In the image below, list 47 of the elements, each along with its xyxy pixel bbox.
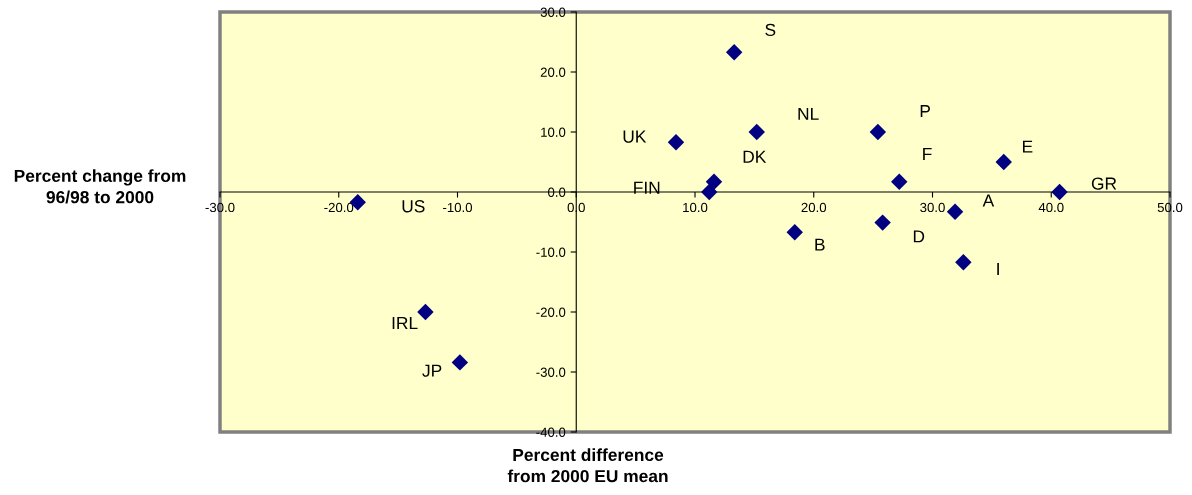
annotation: S — [765, 23, 776, 37]
y-tick-label: -10.0 — [536, 247, 566, 257]
annotation: I — [997, 263, 999, 276]
point — [786, 223, 803, 241]
x-tick-label: 30.0 — [920, 202, 945, 213]
point — [874, 214, 891, 231]
x-tick-label: 10.0 — [683, 202, 708, 213]
x-tick-label: -20.0 — [324, 202, 354, 213]
annotation: UK — [623, 130, 647, 143]
x-tick-label: -30.0 — [205, 202, 235, 213]
annotation: F — [923, 147, 932, 160]
y-tick-label: 20.0 — [540, 67, 566, 77]
x-tick-label: 40.0 — [1038, 202, 1064, 213]
y-tick-label: 10.0 — [541, 127, 566, 137]
y-tick-label: -20.0 — [536, 307, 566, 317]
annotation: NL — [798, 107, 819, 120]
x-axis-title: Percent difference from 2000 EU mean — [507, 448, 668, 483]
x-tick-label: -10.0 — [443, 202, 473, 213]
point — [705, 173, 723, 191]
point — [955, 253, 972, 271]
annotation: E — [1023, 140, 1033, 153]
x-tick-label: 50.0 — [1157, 202, 1183, 213]
point — [701, 183, 718, 201]
annotation: D — [913, 230, 925, 243]
annotation: DK — [743, 150, 767, 163]
point — [891, 173, 908, 191]
annotation: A — [982, 194, 995, 207]
point — [417, 303, 434, 321]
annotation: IRL — [392, 317, 418, 329]
point — [667, 133, 685, 151]
annotation: US — [402, 200, 425, 213]
annotation: B — [815, 238, 825, 251]
y-tick-label: -30.0 — [536, 367, 566, 377]
point — [451, 354, 469, 371]
annotation: FIN — [634, 181, 660, 194]
point — [1051, 183, 1068, 201]
point — [946, 203, 964, 221]
annotation: P — [920, 105, 930, 118]
x-tick-label: 20.0 — [801, 202, 827, 213]
point — [725, 43, 743, 61]
point — [995, 153, 1012, 171]
annotation: JP — [422, 364, 442, 377]
annotation: GR — [1091, 177, 1117, 190]
point — [869, 123, 887, 141]
y-axis-title: Percent change from 96/98 to 2000 — [14, 169, 186, 204]
y-tick-label: 0.0 — [548, 187, 566, 197]
point — [748, 123, 765, 141]
